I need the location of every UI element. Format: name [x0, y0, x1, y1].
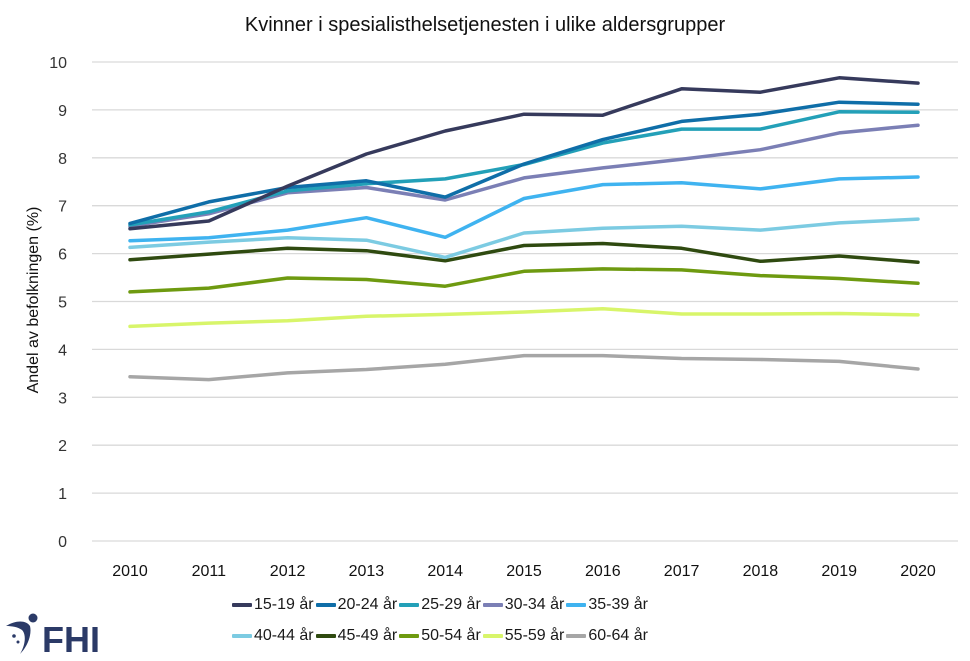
series-line-50-54-år [128, 267, 920, 294]
legend-label: 35-39 år [588, 596, 648, 613]
x-tick-label: 2012 [270, 563, 306, 580]
legend-row: 15-19 år 20-24 år 25-29 år 30-34 år 35-39 år [232, 594, 650, 616]
series-line-20-24-år [128, 100, 920, 226]
series-line-35-39-år [128, 175, 920, 243]
legend-swatch [232, 603, 252, 607]
series-line-15-19-år [128, 76, 920, 231]
legend-row: 40-44 år 45-49 år 50-54 år 55-59 år 60-64 år [232, 625, 650, 647]
legend-item: 15-19 år [232, 596, 314, 614]
x-tick-label: 2010 [112, 563, 148, 580]
legend-item: 35-39 år [566, 596, 648, 614]
series-line-60-64-år [128, 353, 920, 382]
x-tick-label: 2019 [821, 563, 857, 580]
legend-label: 25-29 år [421, 596, 481, 613]
legend-item: 20-24 år [315, 596, 398, 614]
legend-label: 60-64 år [588, 627, 648, 644]
legend-item: 55-59 år [482, 627, 565, 645]
legend-label: 15-19 år [254, 596, 314, 613]
legend-swatch [482, 634, 503, 638]
legend-label: 30-34 år [504, 596, 565, 613]
logo-dot-icon [28, 613, 38, 623]
gridlines [92, 61, 958, 542]
legend-swatch [566, 634, 587, 638]
y-tick-label: 5 [58, 295, 67, 312]
series-line-25-29-år [128, 110, 920, 227]
x-tick-label: 2014 [427, 563, 463, 580]
y-axis-ticks: 0 1 2 3 4 5 6 7 8 9 10 [49, 55, 67, 551]
legend-item: 60-64 år [566, 627, 648, 645]
legend-label: 45-49 år [337, 627, 398, 644]
x-tick-label: 2011 [192, 563, 227, 580]
y-tick-label: 9 [58, 103, 67, 120]
y-axis-label: Andel av befolkningen (%) [25, 207, 42, 394]
y-tick-label: 4 [58, 342, 67, 359]
series-line-55-59-år [128, 306, 920, 329]
series-line-30-34-år [128, 123, 920, 229]
legend-item: 30-34 år [482, 596, 565, 614]
y-tick-label: 6 [58, 247, 67, 264]
y-tick-label: 8 [58, 151, 67, 168]
series-lines [128, 76, 920, 382]
x-tick-label: 2020 [900, 563, 936, 580]
x-axis-ticks: 2010 2011 2012 2013 2014 2015 2016 2017 2018 2019… [112, 563, 936, 580]
legend-swatch [482, 603, 503, 607]
legend-label: 55-59 år [504, 627, 565, 644]
legend-item: 45-49 år [315, 627, 398, 645]
x-tick-label: 2016 [585, 563, 621, 580]
legend-swatch [566, 603, 587, 607]
legend-item: 25-29 år [399, 596, 481, 614]
x-tick-label: 2018 [743, 563, 779, 580]
legend-swatch [232, 634, 252, 638]
x-tick-label: 2015 [506, 563, 542, 580]
fhi-logo: FHI [2, 610, 114, 660]
y-tick-label: 0 [58, 534, 67, 551]
series-line-45-49-år [128, 241, 920, 264]
legend-item: 40-44 år [232, 627, 314, 645]
legend-swatch [399, 603, 420, 607]
legend-label: 20-24 år [337, 596, 398, 613]
svg-text:FHI: FHI [42, 619, 100, 656]
legend-swatch [315, 603, 336, 607]
logo-swoosh-icon [6, 621, 31, 654]
legend-label: 40-44 år [254, 627, 314, 644]
legend-label: 50-54 år [421, 627, 481, 644]
series-line-40-44-år [128, 217, 920, 260]
y-tick-label: 3 [58, 390, 67, 407]
x-tick-label: 2017 [664, 563, 700, 580]
legend-swatch [399, 634, 420, 638]
y-tick-label: 2 [58, 438, 67, 455]
legend-swatch [315, 634, 336, 638]
y-tick-label: 7 [58, 199, 67, 216]
x-tick-label: 2013 [349, 563, 385, 580]
y-tick-label: 1 [58, 486, 67, 503]
y-tick-label: 10 [49, 55, 67, 72]
chart-title: Kvinner i spesialisthelsetjenesten i uli… [244, 14, 726, 36]
legend-item: 50-54 år [399, 627, 481, 645]
